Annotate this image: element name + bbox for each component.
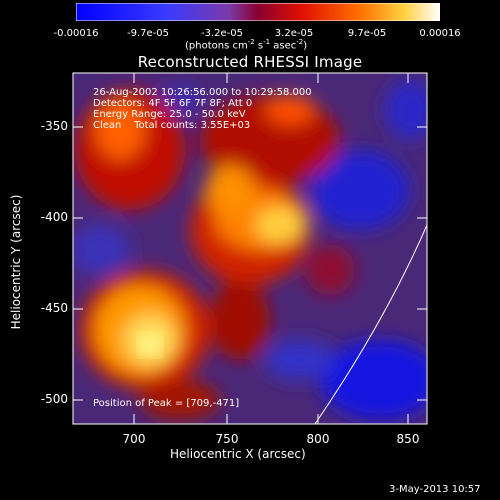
colorbar-tick: -0.00016: [53, 28, 99, 39]
x-tick-label: 700: [122, 432, 146, 446]
colorbar-tick: -3.2e-05: [201, 28, 243, 39]
colorbar: [76, 3, 440, 21]
peak-position: Position of Peak = [709,-471]: [93, 398, 240, 409]
y-tick-label: -350: [40, 119, 68, 133]
annotation-detectors: Detectors: 4F 5F 6F 7F 8F; Att 0: [93, 98, 253, 109]
colorbar-tick: 0.00016: [419, 28, 461, 39]
y-tick-label: -400: [40, 210, 68, 224]
y-tick-label: -500: [40, 392, 68, 406]
colorbar-tick: -9.7e-05: [127, 28, 169, 39]
footer-timestamp: 3-May-2013 10:57: [389, 484, 481, 495]
annotation-time-range: 26-Aug-2002 10:26:56.000 to 10:29:58.000: [93, 87, 312, 98]
x-tick-label: 850: [396, 432, 420, 446]
annotation-energy-range: Energy Range: 25.0 - 50.0 keV: [93, 109, 246, 120]
colorbar-tick: 3.2e-05: [274, 28, 314, 39]
colorbar-units: (photons cm-2 s-1 asec-2): [185, 38, 308, 52]
x-tick-label: 750: [215, 432, 239, 446]
x-tick-label: 800: [306, 432, 330, 446]
x-axis-label: Heliocentric X (arcsec): [170, 447, 306, 461]
colorbar-tick: 9.7e-05: [347, 28, 387, 39]
annotation-clean-counts: Clean Total counts: 3.55E+03: [93, 120, 251, 131]
plot-title: Reconstructed RHESSI Image: [137, 53, 363, 71]
y-axis-label: Heliocentric Y (arcsec): [9, 194, 23, 330]
y-tick-label: -450: [40, 301, 68, 315]
